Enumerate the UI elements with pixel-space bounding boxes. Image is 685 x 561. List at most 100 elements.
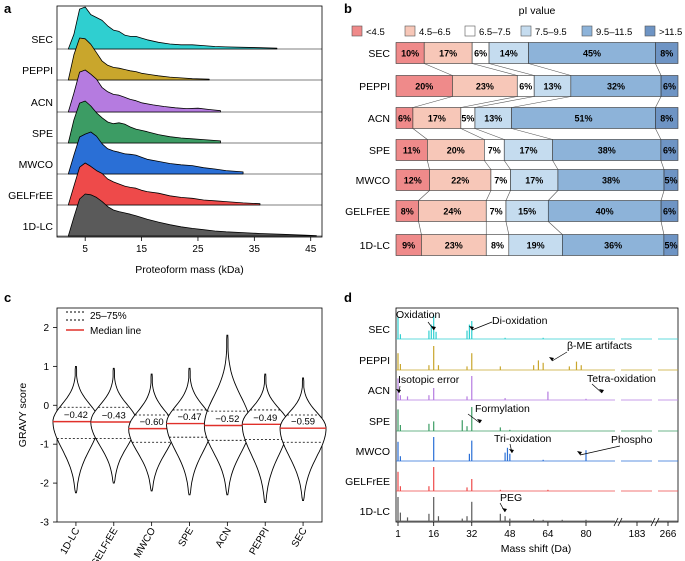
axis-break — [613, 517, 619, 527]
median-value-label: −0.43 — [102, 411, 126, 422]
bar-category-label: 1D-LC — [360, 240, 391, 252]
segment-label: 10% — [401, 49, 419, 59]
segment-label: 45% — [583, 49, 601, 59]
annotation-label: β-ME artifacts — [567, 340, 632, 352]
x-category-label: ACN — [214, 526, 234, 550]
connector-line — [511, 96, 571, 108]
segment-label: 17% — [439, 49, 457, 59]
bar-segment — [663, 234, 679, 256]
chart-title: pI value — [519, 5, 556, 17]
mass-shift-spectra: SEC PEPPI ACN SPE MWCO GELFrEE 1D-LC 1 16 32 48 64 8… — [345, 307, 679, 555]
legend-quartile-label: 25–75% — [90, 311, 127, 322]
median-value-label: −0.52 — [215, 414, 239, 425]
annotation-arrow — [579, 445, 621, 456]
annotation-label: Tetra-oxidation — [587, 373, 656, 385]
segment-label: 5% — [665, 176, 678, 186]
legend-label: <4.5 — [366, 27, 385, 38]
violin-sec — [279, 377, 327, 502]
x-category-label: GELFrEE — [89, 526, 120, 561]
median-label-bg — [61, 409, 90, 420]
plot-frame — [395, 307, 679, 523]
annotation-arrow — [551, 351, 568, 362]
x-category-label: PEPPI — [248, 526, 272, 557]
segment-label: 51% — [575, 114, 593, 124]
segment-label: 8% — [401, 207, 414, 217]
annotation-label: Tri-oxidation — [494, 433, 552, 445]
x-tick-label: 16 — [428, 529, 440, 540]
ridge-mwco — [67, 131, 244, 175]
segment-label: 20% — [447, 146, 465, 156]
arrow-head — [549, 357, 554, 361]
annotation-label: Formylation — [475, 403, 530, 415]
connector-line — [484, 160, 492, 170]
x-tick-label: 1 — [395, 529, 401, 540]
spectrum-label: PEPPI — [359, 355, 390, 367]
axis-break — [617, 517, 623, 527]
annotation-label: Phospho — [611, 434, 653, 446]
legend-label: >11.5 — [659, 27, 682, 38]
legend-swatch — [464, 25, 476, 37]
x-category-label: 1D-LC — [59, 526, 83, 557]
panel-label-b: b — [344, 1, 352, 16]
connector-line — [660, 160, 665, 170]
median-value-label: −0.60 — [140, 417, 164, 428]
median-label-bg — [289, 416, 318, 427]
ridge-label: MWCO — [19, 159, 53, 171]
connector-line — [505, 190, 511, 201]
legend-median-label: Median line — [90, 326, 142, 337]
axis-break — [654, 517, 660, 527]
spectrum-label: SPE — [369, 416, 390, 428]
bar-category-label: PEPPI — [359, 81, 390, 93]
connector-line — [548, 190, 559, 201]
arrow-head — [509, 449, 514, 453]
arrow-head — [469, 326, 474, 330]
ridge-label: SPE — [32, 128, 53, 140]
x-tick-label: 266 — [660, 529, 677, 540]
segment-label: 23% — [445, 241, 463, 251]
connector-line — [528, 63, 571, 76]
ridge-gelfree — [67, 162, 261, 206]
x-tick-label: 64 — [542, 529, 554, 540]
arrow-head — [577, 451, 582, 455]
ridge-acn — [67, 69, 221, 113]
segment-label: 7% — [490, 207, 503, 217]
segment-label: 15% — [518, 207, 536, 217]
connector-line — [412, 128, 428, 140]
connector-line — [655, 63, 662, 76]
bar-segment — [655, 42, 679, 64]
segment-label: 17% — [525, 176, 543, 186]
violin-chart: -3 -2 -1 0 1 2 GRAVY score 25–75% Median line −0.… — [17, 307, 327, 561]
connector-line — [548, 221, 563, 235]
spectrum-label: GELFrEE — [345, 476, 390, 488]
legend-swatch — [581, 25, 593, 37]
y-tick-label: -1 — [40, 440, 49, 451]
legend-label: 7.5–9.5 — [535, 27, 567, 38]
violin-gelfree — [90, 367, 138, 484]
annotation-label: PEG — [500, 492, 522, 504]
x-category-label: SEC — [290, 526, 310, 549]
y-tick-label: -2 — [40, 479, 49, 490]
connector-line — [460, 128, 485, 140]
segment-label: 22% — [451, 176, 469, 186]
x-tick-label: 15 — [136, 244, 148, 255]
connector-line — [655, 96, 662, 108]
median-value-label: −0.59 — [291, 417, 315, 428]
panel-label-a: a — [4, 1, 12, 16]
connector-line — [474, 128, 505, 140]
violin-spe — [166, 367, 213, 496]
x-category-label: MWCO — [132, 526, 158, 560]
segment-label: 6% — [663, 146, 676, 156]
connector-line — [418, 190, 430, 201]
y-tick-label: 0 — [43, 401, 49, 412]
connector-line — [427, 160, 430, 170]
ridge-spe — [67, 100, 221, 144]
annotation-arrow — [471, 321, 493, 331]
legend-label: 9.5–11.5 — [596, 27, 632, 38]
median-value-label: −0.47 — [177, 412, 201, 423]
connector-line — [424, 63, 453, 76]
spectrum-label: SEC — [368, 324, 390, 336]
arrow-head — [477, 419, 482, 423]
ridgeline-chart: SEC PEPPI ACN SPE MWCO GELFrEE 1D-LC 5 15 25 35 45 P… — [8, 5, 323, 276]
connector-line — [460, 96, 518, 108]
stacked-bar-chart: pI value <4.5 4.5–6.5 6.5–7.5 7.5–9.5 9.5–11.… — [345, 5, 682, 256]
